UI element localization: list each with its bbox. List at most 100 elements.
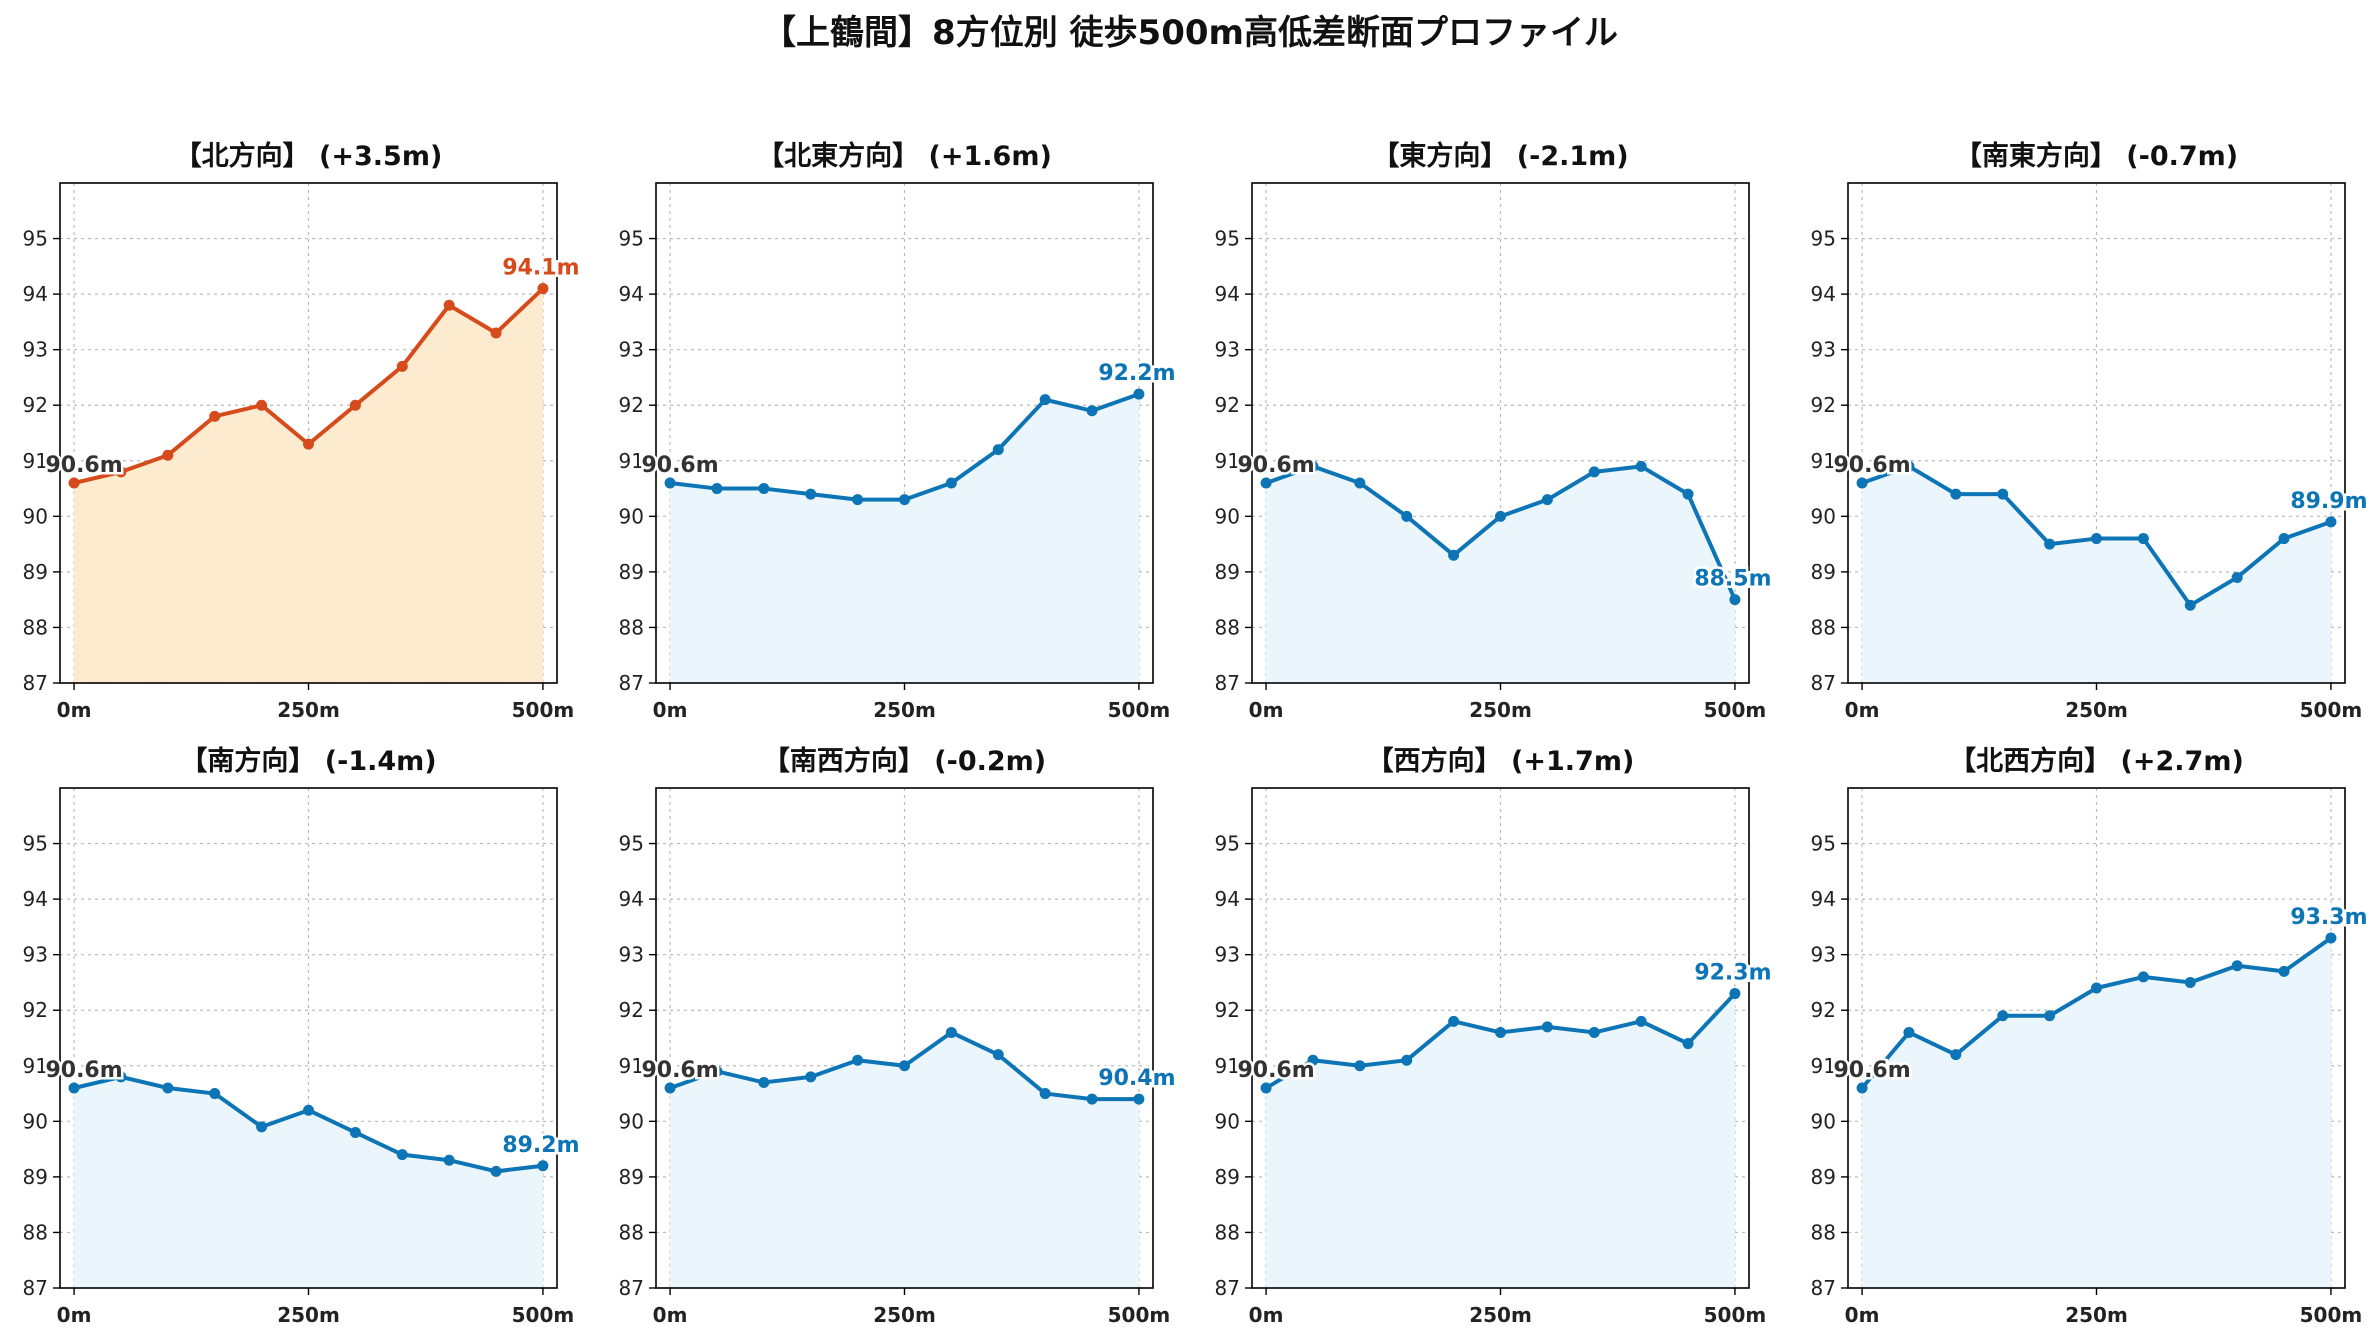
data-point [1997, 488, 2009, 500]
end-elevation-label: 90.4m [1098, 1066, 1175, 1091]
x-tick-label: 500m [1108, 1303, 1171, 1327]
y-tick-label: 89 [619, 560, 644, 584]
y-tick-label: 91 [1811, 449, 1836, 473]
y-tick-label: 87 [619, 1276, 644, 1300]
panel-title: 【東方向】 (-2.1m) [1372, 140, 1628, 172]
end-elevation-label: 94.1m [502, 256, 579, 281]
y-tick-label: 90 [23, 504, 48, 528]
end-elevation-label: 93.3m [2290, 905, 2367, 930]
data-point [805, 488, 817, 500]
y-tick-label: 89 [23, 1165, 48, 1189]
data-point [945, 1026, 957, 1038]
y-tick-label: 90 [23, 1109, 48, 1133]
data-point [1950, 1049, 1962, 1061]
panel-6: 【西方向】 (+1.7m) 87 88 89 90 91 92 93 94 95 0m 250m 500… [1215, 745, 1774, 1327]
y-tick-label: 95 [619, 227, 644, 251]
y-tick-label: 90 [1215, 1109, 1240, 1133]
data-point [443, 299, 455, 311]
x-tick-label: 250m [277, 1303, 340, 1327]
data-point [1401, 1054, 1413, 1066]
data-point [2278, 533, 2290, 545]
data-point [992, 1049, 1004, 1061]
y-tick-label: 95 [23, 832, 48, 856]
y-tick-label: 95 [1215, 227, 1240, 251]
y-tick-label: 91 [619, 1054, 644, 1078]
y-tick-label: 88 [23, 1220, 48, 1244]
panel-title: 【西方向】 (+1.7m) [1367, 745, 1635, 777]
y-tick-label: 94 [1215, 887, 1240, 911]
data-point [711, 483, 723, 495]
data-point [1448, 549, 1460, 561]
data-point [899, 494, 910, 506]
data-point [2184, 599, 2196, 611]
y-tick-label: 92 [1215, 998, 1240, 1022]
y-tick-label: 90 [1215, 504, 1240, 528]
y-tick-label: 90 [1811, 504, 1836, 528]
y-tick-label: 94 [619, 282, 644, 306]
data-point [899, 1060, 910, 1072]
data-point [1260, 1082, 1272, 1094]
data-point [256, 399, 268, 411]
end-elevation-label: 89.2m [502, 1133, 579, 1158]
end-elevation-label: 92.3m [1694, 961, 1771, 986]
data-point [1635, 1015, 1647, 1027]
data-point [992, 444, 1004, 456]
x-tick-label: 250m [873, 698, 936, 722]
data-point [68, 1082, 80, 1094]
data-point [2091, 982, 2102, 994]
data-point [162, 1082, 174, 1094]
panels: 【北方向】 (+3.5m) 87 88 89 90 91 92 93 94 95 0m 250m 500… [23, 140, 2370, 1327]
y-tick-label: 89 [1215, 560, 1240, 584]
y-tick-label: 88 [23, 615, 48, 639]
data-point [349, 399, 361, 411]
data-point [2091, 533, 2102, 545]
data-point [349, 1126, 361, 1138]
y-tick-label: 94 [1811, 887, 1836, 911]
data-point [162, 449, 174, 461]
data-point [2137, 533, 2149, 545]
y-tick-label: 88 [1811, 1220, 1836, 1244]
elevation-area [1266, 993, 1735, 1288]
elevation-area [74, 288, 543, 683]
y-tick-label: 92 [1215, 393, 1240, 417]
data-point [758, 1076, 770, 1088]
y-tick-label: 92 [1811, 998, 1836, 1022]
x-tick-label: 0m [1249, 698, 1284, 722]
x-tick-label: 500m [512, 1303, 575, 1327]
y-tick-label: 93 [1811, 338, 1836, 362]
panel-4: 【南方向】 (-1.4m) 87 88 89 90 91 92 93 94 95 0m 250m 500… [23, 745, 582, 1327]
elevation-area [670, 1032, 1139, 1288]
elevation-area [1862, 466, 2331, 683]
data-point [443, 1154, 455, 1166]
start-elevation-label: 90.6m [45, 1058, 122, 1083]
data-point [490, 327, 502, 339]
y-tick-label: 87 [23, 1276, 48, 1300]
data-point [1682, 1038, 1694, 1050]
data-point [2044, 538, 2056, 550]
x-tick-label: 500m [1108, 698, 1171, 722]
data-point [2325, 932, 2337, 944]
data-point [1039, 394, 1051, 406]
data-point [1635, 460, 1647, 472]
data-point [945, 477, 957, 489]
x-tick-label: 0m [653, 1303, 688, 1327]
y-tick-label: 93 [1215, 338, 1240, 362]
data-point [537, 283, 549, 295]
y-tick-label: 87 [1811, 671, 1836, 695]
y-tick-label: 88 [1215, 1220, 1240, 1244]
start-elevation-label: 90.6m [1833, 1058, 1910, 1083]
data-point [2325, 516, 2337, 528]
y-tick-label: 92 [619, 393, 644, 417]
data-point [115, 466, 127, 478]
data-point [396, 1149, 408, 1161]
elevation-area [1862, 938, 2331, 1288]
data-point [1997, 1010, 2009, 1022]
start-elevation-label: 90.6m [641, 1058, 718, 1083]
data-point [758, 483, 770, 495]
data-point [256, 1121, 268, 1133]
elevation-area [670, 394, 1139, 683]
data-point [1495, 1026, 1506, 1038]
x-tick-label: 0m [1845, 698, 1880, 722]
panel-title: 【北西方向】 (+2.7m) [1949, 745, 2244, 777]
y-tick-label: 91 [619, 449, 644, 473]
